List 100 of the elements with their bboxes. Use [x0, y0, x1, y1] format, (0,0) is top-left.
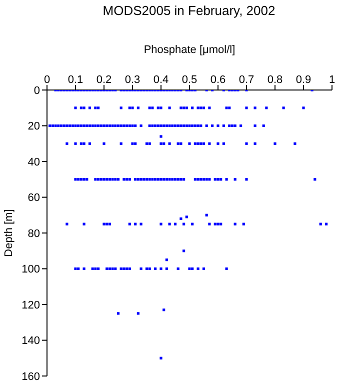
- point: [182, 222, 186, 226]
- point: [242, 222, 245, 226]
- point: [145, 178, 148, 181]
- point: [180, 142, 182, 145]
- point: [111, 267, 114, 270]
- point: [74, 267, 77, 270]
- point: [225, 267, 228, 270]
- point: [108, 222, 111, 226]
- point: [100, 178, 102, 181]
- point: [194, 142, 196, 145]
- point: [274, 142, 276, 145]
- point: [160, 267, 162, 270]
- point: [208, 222, 211, 226]
- point: [180, 106, 182, 110]
- x-tick-label: 0.9: [296, 74, 312, 86]
- point: [165, 258, 168, 262]
- point: [66, 142, 68, 145]
- point: [126, 267, 128, 270]
- point: [74, 178, 77, 181]
- point: [185, 216, 188, 218]
- point: [265, 106, 268, 110]
- point: [160, 222, 162, 226]
- point: [196, 267, 200, 270]
- point: [208, 106, 211, 110]
- point: [154, 178, 157, 181]
- point: [214, 178, 216, 181]
- point: [134, 178, 137, 181]
- point: [97, 178, 100, 181]
- x-tick-label: 0.2: [96, 74, 112, 86]
- y-tick-label: 160: [22, 370, 40, 383]
- point: [128, 267, 131, 270]
- x-tick-label: 0.1: [68, 74, 84, 86]
- point: [82, 178, 86, 181]
- point: [145, 267, 148, 270]
- point: [162, 178, 166, 181]
- point: [180, 178, 182, 181]
- point: [168, 142, 171, 145]
- point: [216, 222, 220, 226]
- point: [151, 106, 154, 110]
- point: [208, 142, 211, 145]
- y-tick-label: 0: [34, 84, 40, 97]
- point: [314, 178, 316, 181]
- point: [185, 106, 188, 110]
- x-tick-label: 0.4: [153, 74, 169, 86]
- point: [148, 106, 151, 110]
- point: [202, 267, 206, 270]
- point: [168, 222, 171, 226]
- point: [234, 178, 236, 181]
- point: [176, 178, 180, 181]
- point: [142, 178, 146, 181]
- y-tick-label: 100: [22, 264, 40, 276]
- point: [120, 267, 122, 270]
- x-tick-label: 0.3: [124, 74, 140, 86]
- point: [214, 222, 216, 226]
- point: [205, 214, 208, 216]
- point: [216, 178, 220, 181]
- point: [245, 142, 248, 145]
- x-tick-label: 0: [44, 74, 50, 86]
- point: [102, 142, 106, 145]
- point: [156, 178, 160, 181]
- point: [120, 142, 122, 145]
- point: [282, 106, 285, 110]
- point: [245, 106, 248, 110]
- point: [82, 142, 86, 145]
- point: [102, 222, 106, 226]
- point: [122, 267, 126, 270]
- point: [88, 106, 92, 110]
- y-tick-label: 20: [28, 120, 40, 133]
- point: [140, 178, 142, 181]
- point: [136, 312, 140, 315]
- point: [140, 222, 142, 226]
- point: [202, 106, 206, 110]
- point: [160, 178, 162, 181]
- point: [151, 178, 154, 181]
- point: [294, 142, 296, 145]
- point: [208, 178, 211, 181]
- point: [80, 178, 82, 181]
- point: [97, 106, 100, 110]
- point: [148, 267, 151, 270]
- point: [136, 178, 140, 181]
- point: [196, 142, 200, 145]
- point: [202, 178, 206, 181]
- point: [174, 222, 177, 226]
- point: [108, 178, 111, 181]
- point: [82, 267, 86, 270]
- point: [136, 106, 140, 110]
- point: [202, 142, 206, 145]
- point: [128, 106, 131, 110]
- point: [66, 222, 68, 226]
- point: [325, 222, 328, 226]
- point: [82, 222, 86, 226]
- point: [160, 356, 162, 360]
- point: [200, 106, 202, 110]
- point: [174, 178, 177, 181]
- point: [228, 106, 231, 110]
- point: [302, 106, 305, 110]
- point: [160, 135, 162, 138]
- point: [94, 106, 97, 110]
- point: [80, 142, 82, 145]
- point: [165, 178, 168, 181]
